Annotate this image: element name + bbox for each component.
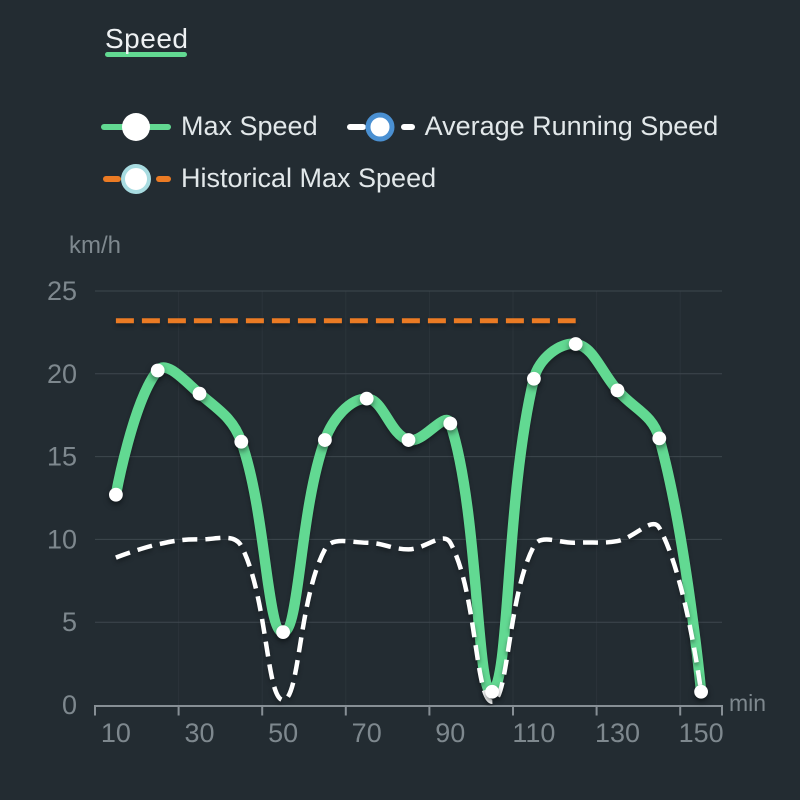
x-tick-label: 10 (101, 718, 131, 748)
grid (95, 290, 722, 705)
x-tick-label: 110 (512, 718, 555, 748)
data-point-symbols (109, 337, 708, 699)
x-tick-label: 90 (435, 718, 465, 748)
page-title: Speed (105, 23, 189, 54)
x-axis: 10 30 50 70 90 110 130 150 (94, 705, 724, 748)
y-tick-label: 0 (62, 690, 77, 720)
legend-label-average-running-speed: Average Running Speed (424, 111, 719, 141)
historical-dash-right (156, 175, 171, 182)
data-point-dot (485, 684, 499, 699)
x-tick-label: 70 (352, 718, 382, 748)
active-tab-underline (105, 52, 187, 57)
y-axis-unit-label: km/h (69, 232, 122, 259)
legend-item-max-speed[interactable]: Max Speed (101, 110, 318, 143)
x-axis-unit-label: min (729, 690, 767, 716)
y-tick-label: 10 (47, 524, 77, 554)
x-tick-label: 50 (268, 718, 298, 748)
data-point-dot (568, 337, 583, 351)
legend-item-historical-max-speed[interactable]: Historical Max Speed (101, 162, 436, 195)
legend-label-historical-max-speed: Historical Max Speed (181, 163, 437, 193)
data-point-dot (443, 416, 458, 431)
average-running-speed-marker-icon (345, 110, 415, 143)
y-tick-label: 5 (62, 607, 77, 637)
series-line-average-running-speed (115, 521, 704, 704)
data-point-dot (610, 383, 625, 398)
data-point-dot (192, 386, 207, 401)
x-tick-label: 30 (184, 718, 214, 748)
data-point-dot (652, 431, 667, 446)
data-point-dot (359, 391, 374, 406)
y-axis: 0 5 10 15 20 25 (47, 276, 77, 720)
y-tick-label: 20 (47, 359, 77, 389)
historical-max-speed-marker-icon (101, 162, 171, 195)
average-dash-left (346, 123, 366, 130)
legend-item-average-running-speed[interactable]: Average Running Speed (345, 110, 719, 143)
tab-speed[interactable]: Speed (105, 24, 188, 57)
max-speed-marker-icon (101, 110, 171, 143)
average-running-speed-dot-icon (365, 112, 395, 141)
data-point-dot (234, 434, 249, 449)
data-point-dot (694, 684, 708, 699)
data-point-dot (527, 371, 541, 386)
max-speed-dot-icon (122, 112, 150, 141)
y-tick-label: 25 (47, 276, 77, 306)
data-point-dot (109, 487, 123, 502)
data-point-dot (401, 433, 416, 447)
series-line-max-speed (110, 338, 707, 698)
historical-max-speed-dot-icon (121, 163, 151, 194)
legend-label-max-speed: Max Speed (181, 111, 318, 141)
x-tick-label: 130 (595, 718, 640, 748)
x-tick-label: 150 (679, 718, 724, 748)
average-dash-right (400, 123, 415, 130)
y-tick-label: 15 (47, 442, 77, 472)
data-point-dot (276, 625, 290, 640)
series-layer (110, 318, 707, 704)
historical-dash-left (103, 175, 121, 182)
data-point-dot (318, 433, 332, 447)
data-point-dot (150, 363, 165, 378)
chart-legend: Max Speed Average Running Speed Historic… (101, 110, 751, 195)
